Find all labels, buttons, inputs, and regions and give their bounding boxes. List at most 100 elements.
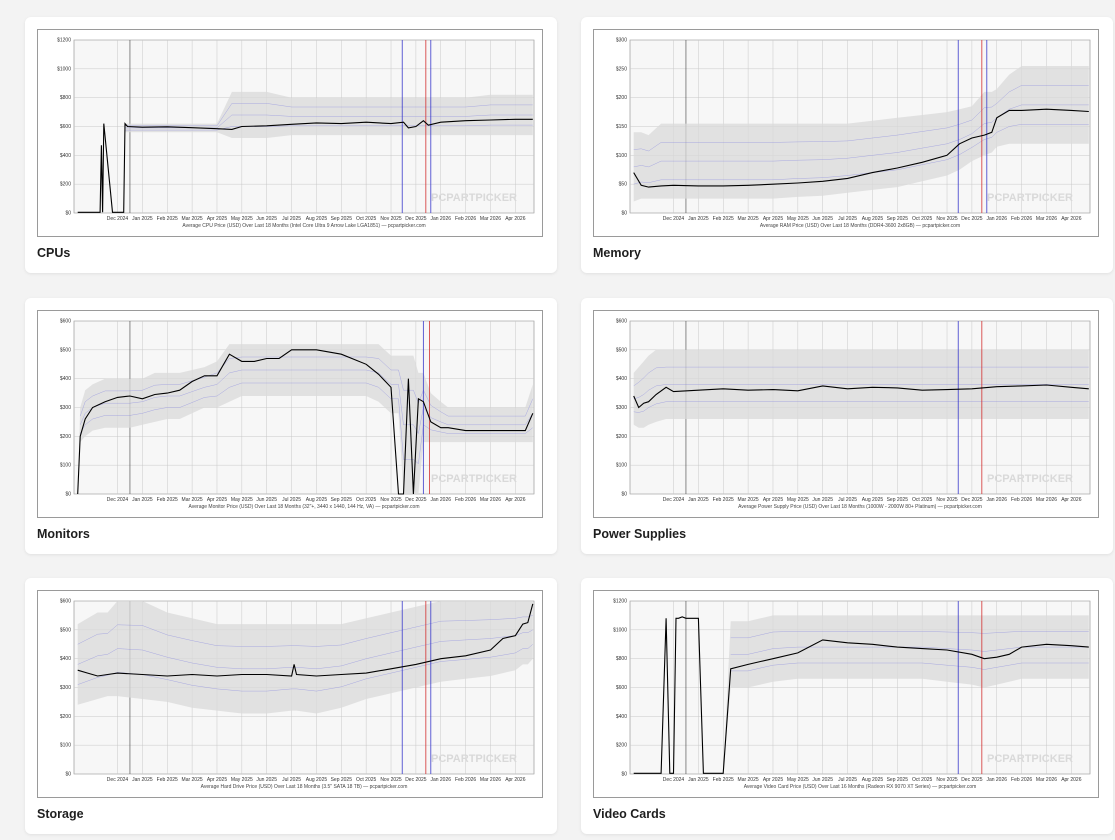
x-tick-label: Apr 2025 [207, 216, 228, 222]
chart-card-storage[interactable]: $0 $100 $200 $300 $400 $500 $600 Dec 2024 Jan 20… [25, 578, 557, 834]
x-tick-label: Oct 2025 [912, 216, 933, 222]
y-tick-label: $50 [619, 182, 628, 188]
x-tick-label: Apr 2026 [505, 777, 526, 783]
chart-frame: $0 $50 $100 $150 $200 $250 $300 Dec 2024 Jan 202… [593, 29, 1099, 237]
watermark-logo: PCPARTPICKER [987, 473, 1073, 485]
y-tick-label: $600 [616, 319, 627, 325]
x-tick-label: Mar 2026 [480, 497, 501, 503]
x-tick-label: Jun 2025 [812, 497, 833, 503]
x-tick-label: Apr 2025 [207, 777, 228, 783]
x-tick-label: Feb 2026 [455, 777, 476, 783]
x-tick-label: May 2025 [787, 216, 809, 222]
x-tick-label: Sep 2025 [887, 497, 909, 503]
chart-card-monitors[interactable]: $0 $100 $200 $300 $400 $500 $600 Dec 2024 Jan 20… [25, 298, 557, 554]
y-tick-label: $1000 [57, 66, 71, 72]
retailer-price-line [730, 662, 1089, 672]
retailer-price-line [80, 356, 533, 417]
y-tick-label: $100 [60, 743, 71, 749]
card-title[interactable]: Storage [37, 807, 84, 821]
x-tick-label: Nov 2025 [936, 497, 958, 503]
x-tick-label: Mar 2026 [1036, 497, 1057, 503]
x-tick-label: Apr 2025 [763, 777, 784, 783]
x-tick-label: Feb 2026 [1011, 216, 1032, 222]
x-tick-label: Aug 2025 [306, 777, 328, 783]
x-tick-label: Mar 2025 [738, 216, 759, 222]
x-tick-label: Feb 2026 [1011, 497, 1032, 503]
retailer-price-line [633, 85, 1089, 152]
x-tick-label: Jul 2025 [838, 216, 857, 222]
x-tick-label: Sep 2025 [887, 777, 909, 783]
y-tick-label: $0 [65, 211, 71, 217]
x-tick-label: Nov 2025 [936, 216, 958, 222]
x-tick-label: Aug 2025 [306, 216, 328, 222]
retailer-price-line [77, 615, 533, 647]
x-tick-label: Dec 2024 [107, 216, 129, 222]
x-tick-label: Nov 2025 [380, 497, 402, 503]
card-title[interactable]: Monitors [37, 527, 90, 541]
average-price-line [633, 384, 1089, 409]
y-tick-label: $400 [60, 153, 71, 159]
x-tick-label: Feb 2025 [157, 777, 178, 783]
chart-card-video-cards[interactable]: $0 $200 $400 $600 $800 $1000 $1200 Dec 2024 Jan … [581, 578, 1113, 834]
x-tick-label: Feb 2026 [455, 497, 476, 503]
chart-card-power-supplies[interactable]: $0 $100 $200 $300 $400 $500 $600 Dec 2024 Jan 20… [581, 298, 1113, 554]
y-tick-label: $500 [60, 627, 71, 633]
chart-card-memory[interactable]: $0 $50 $100 $150 $200 $250 $300 Dec 2024 Jan 202… [581, 17, 1113, 273]
chart-frame: $0 $100 $200 $300 $400 $500 $600 Dec 2024 Jan 20… [37, 590, 543, 798]
y-tick-label: $500 [616, 347, 627, 353]
y-tick-label: $200 [60, 434, 71, 440]
y-tick-label: $300 [60, 405, 71, 411]
y-tick-label: $200 [60, 182, 71, 188]
x-tick-label: Nov 2025 [936, 777, 958, 783]
x-tick-label: Nov 2025 [380, 216, 402, 222]
x-tick-label: Feb 2026 [455, 216, 476, 222]
card-title[interactable]: Power Supplies [593, 527, 687, 541]
retailer-price-line [633, 104, 1089, 168]
x-tick-label: Feb 2025 [713, 777, 734, 783]
x-tick-label: Sep 2025 [331, 497, 353, 503]
y-tick-label: $600 [60, 599, 71, 605]
y-tick-label: $200 [616, 434, 627, 440]
chart-caption: Average Monitor Price (USD) Over Last 18… [189, 504, 420, 510]
x-tick-label: Oct 2025 [912, 777, 933, 783]
x-tick-label: Apr 2026 [505, 497, 526, 503]
chart-card-cpus[interactable]: $0 $200 $400 $600 $800 $1000 $1200 Dec 2024 Jan … [25, 17, 557, 273]
x-tick-label: May 2025 [787, 497, 809, 503]
card-title[interactable]: Video Cards [593, 807, 666, 821]
retailer-price-line [633, 384, 1089, 399]
card-title[interactable]: Memory [593, 246, 641, 260]
x-tick-label: Aug 2025 [306, 497, 328, 503]
x-tick-label: Sep 2025 [331, 777, 353, 783]
x-tick-label: Jan 2026 [430, 777, 451, 783]
watermark-logo: PCPARTPICKER [431, 192, 517, 204]
x-tick-label: Mar 2025 [182, 777, 203, 783]
x-tick-label: Jan 2025 [688, 216, 709, 222]
x-tick-label: Jan 2025 [132, 777, 153, 783]
chart-frame: $0 $100 $200 $300 $400 $500 $600 Dec 2024 Jan 20… [593, 310, 1099, 518]
x-tick-label: May 2025 [231, 216, 253, 222]
x-tick-label: Dec 2024 [107, 497, 129, 503]
y-tick-label: $200 [60, 714, 71, 720]
y-tick-label: $800 [616, 656, 627, 662]
x-tick-label: Dec 2024 [663, 777, 685, 783]
x-tick-label: Jan 2025 [132, 216, 153, 222]
x-tick-label: Jul 2025 [282, 497, 301, 503]
chart-frame: $0 $200 $400 $600 $800 $1000 $1200 Dec 2024 Jan … [37, 29, 543, 237]
x-tick-label: Apr 2025 [763, 497, 784, 503]
x-tick-label: Jan 2026 [430, 216, 451, 222]
x-tick-label: Dec 2024 [663, 216, 685, 222]
price-range-band [633, 349, 1089, 428]
x-tick-label: Apr 2026 [1061, 777, 1082, 783]
y-tick-label: $300 [616, 405, 627, 411]
price-range-band [633, 66, 1089, 202]
card-title[interactable]: CPUs [37, 246, 71, 260]
y-tick-label: $300 [616, 38, 627, 44]
x-tick-label: Dec 2025 [405, 497, 427, 503]
x-tick-label: Apr 2026 [505, 216, 526, 222]
retailer-price-line [125, 124, 533, 131]
